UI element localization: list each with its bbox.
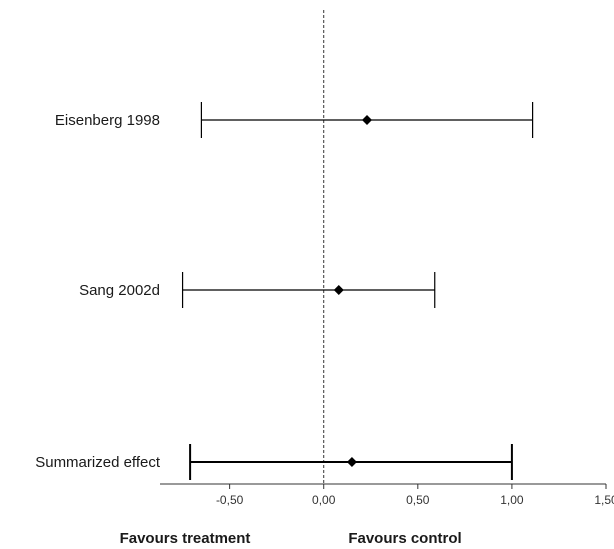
study-label: Sang 2002d — [79, 282, 160, 299]
study-row: Summarized effect — [35, 444, 513, 480]
favours-treatment-label: Favours treatment — [120, 530, 251, 547]
x-tick-label: 1,50 — [594, 493, 614, 507]
study-row: Sang 2002d — [79, 272, 436, 308]
x-axis: -0,50 0,00 0,50 1,00 1,50 — [160, 483, 614, 507]
study-label: Summarized effect — [35, 454, 161, 471]
point-estimate-marker — [346, 457, 357, 467]
study-rows: Eisenberg 1998 Sang 2002d Summarized effec… — [35, 102, 534, 480]
x-tick-label: 1,00 — [500, 493, 524, 507]
point-estimate-marker — [333, 285, 344, 295]
point-estimate-marker — [362, 115, 373, 125]
favours-control-label: Favours control — [348, 530, 461, 547]
x-tick-label: -0,50 — [216, 493, 244, 507]
favour-labels: Favours treatment Favours control — [120, 530, 462, 547]
x-tick-label: 0,00 — [312, 493, 336, 507]
study-label: Eisenberg 1998 — [55, 112, 160, 129]
study-row: Eisenberg 1998 — [55, 102, 534, 138]
x-tick-label: 0,50 — [406, 493, 430, 507]
